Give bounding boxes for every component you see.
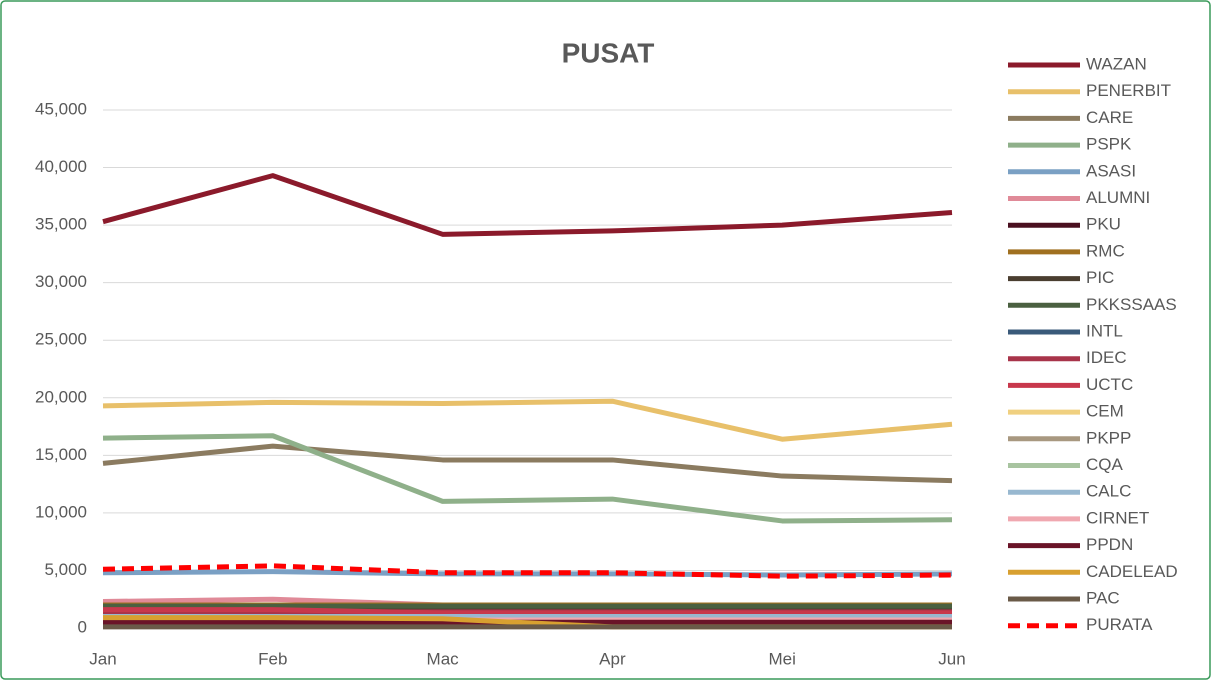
- legend-label: CARE: [1086, 108, 1133, 127]
- legend-label: WAZAN: [1086, 54, 1147, 73]
- legend-label: PKU: [1086, 215, 1121, 234]
- legend-label: CEM: [1086, 402, 1124, 421]
- legend-label: ASASI: [1086, 161, 1136, 180]
- legend-label: INTL: [1086, 321, 1123, 340]
- x-tick-label: Jan: [89, 649, 116, 668]
- legend-label: CALC: [1086, 482, 1131, 501]
- series-line: [102, 398, 953, 442]
- legend-label: PKKSSAAS: [1086, 295, 1177, 314]
- legend-label: IDEC: [1086, 348, 1127, 367]
- legend-label: RMC: [1086, 241, 1125, 260]
- y-tick-label: 15,000: [35, 445, 87, 464]
- y-tick-label: 25,000: [35, 330, 87, 349]
- y-tick-label: 5,000: [44, 560, 87, 579]
- series-line: [102, 563, 953, 579]
- series-line: [103, 607, 952, 616]
- legend-label: CADELEAD: [1086, 562, 1178, 581]
- legend-label: CIRNET: [1086, 508, 1149, 527]
- x-tick-label: Feb: [258, 649, 287, 668]
- y-tick-label: 35,000: [35, 215, 87, 234]
- legend-label: PAC: [1086, 588, 1120, 607]
- legend-label: PIC: [1086, 268, 1114, 287]
- y-tick-label: 45,000: [35, 99, 87, 118]
- series-line: [102, 173, 953, 237]
- x-tick-label: Mac: [427, 649, 460, 668]
- y-tick-label: 10,000: [35, 502, 87, 521]
- series-line: [102, 433, 953, 524]
- legend-label: PENERBIT: [1086, 81, 1171, 100]
- legend-label: PPDN: [1086, 535, 1133, 554]
- chart-title: PUSAT: [562, 37, 655, 68]
- legend-label: PKPP: [1086, 428, 1131, 447]
- y-tick-label: 20,000: [35, 387, 87, 406]
- y-tick-label: 0: [78, 617, 87, 636]
- x-tick-label: Apr: [599, 649, 626, 668]
- legend-label: PURATA: [1086, 615, 1153, 634]
- x-tick-label: Mei: [768, 649, 795, 668]
- legend-label: UCTC: [1086, 375, 1133, 394]
- legend-label: ALUMNI: [1086, 188, 1150, 207]
- y-tick-label: 40,000: [35, 157, 87, 176]
- y-tick-label: 30,000: [35, 272, 87, 291]
- x-tick-label: Jun: [938, 649, 965, 668]
- legend-label: PSPK: [1086, 135, 1132, 154]
- series-line: [102, 443, 953, 484]
- legend-label: CQA: [1086, 455, 1124, 474]
